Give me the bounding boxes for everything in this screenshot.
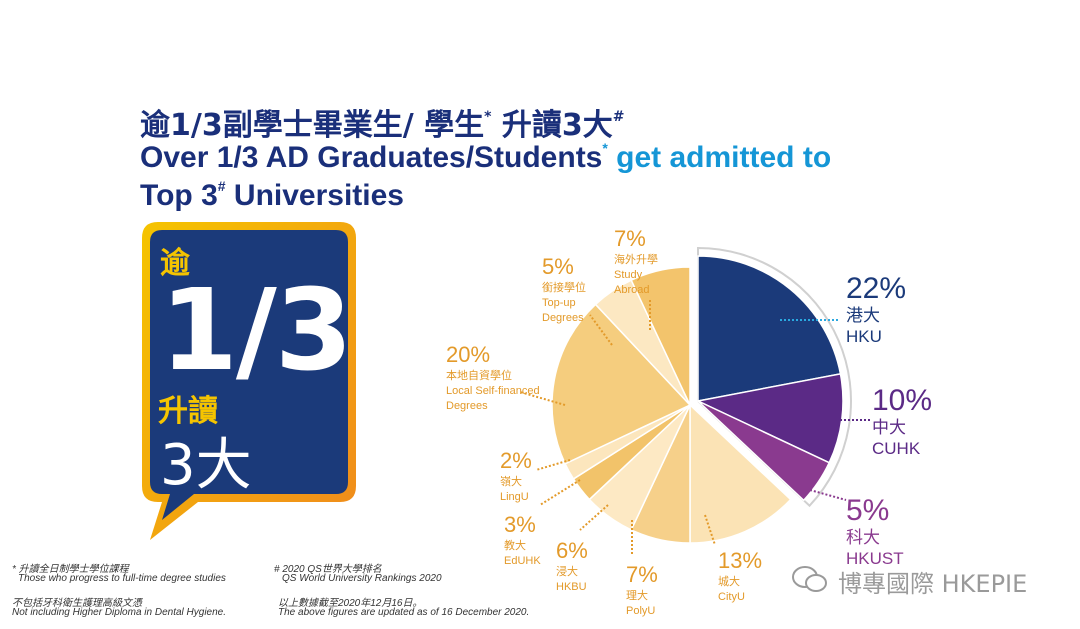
pie-slice-local-self-financed <box>551 303 692 465</box>
slice-label-zh: 浸大 <box>556 564 578 578</box>
watermark-text: 博專國際 HKEPIE <box>838 570 1028 598</box>
slice-label-en: HKBU <box>556 581 587 593</box>
slice-label-en: CUHK <box>872 439 921 458</box>
slice-percent: 3% <box>504 512 536 537</box>
slice-label-lingu: 2%嶺大 LingU <box>500 448 571 503</box>
leader-line <box>704 514 716 546</box>
note-1-zh: * 升讀全日制學士學位課程 <box>12 564 129 575</box>
slice-label-zh: 中大 <box>872 418 906 438</box>
note-4-en: The above figures are updated as of 16 D… <box>278 607 530 618</box>
slice-label-en: Degrees <box>446 400 488 412</box>
leader-line <box>539 479 581 506</box>
slice-label-zh: 嶺大 <box>500 474 522 488</box>
slice-label-hkbu: 6%浸大 HKBU <box>556 504 609 593</box>
note-2-zh: # 2020 QS世界大學排名 <box>274 564 382 575</box>
title-chinese: 逾1/3副學士畢業生/ 學生* 升讀3大# <box>140 108 625 143</box>
slice-percent: 6% <box>556 538 588 563</box>
slice-percent: 10% <box>872 384 932 417</box>
slice-label-en: Abroad <box>614 284 649 296</box>
bubble-fraction: 1/3 <box>160 266 353 396</box>
slice-label-polyu: 7%理大 PolyU <box>626 520 658 617</box>
leader-line <box>579 504 609 531</box>
slice-label-zh: 科大 <box>846 528 880 548</box>
wechat-icon <box>792 566 827 592</box>
slice-percent: 5% <box>542 254 574 279</box>
slice-label-en: Study <box>614 269 643 281</box>
slice-percent: 2% <box>500 448 532 473</box>
title-english-line2: Top 3# Universities <box>140 178 404 212</box>
slice-percent: 22% <box>846 272 906 305</box>
slice-label-top-up: 5%銜接學位 Top-up Degrees <box>542 254 613 346</box>
slice-label-zh: 教大 <box>504 538 526 552</box>
title-english-line1: Over 1/3 AD Graduates/Students* get admi… <box>140 140 832 174</box>
slice-label-en: HKUST <box>846 549 904 568</box>
pie-slice-hkust <box>697 400 831 502</box>
slice-label-study: 7%海外升學 Study Abroad <box>614 226 658 330</box>
note-1-en: Those who progress to full-time degree s… <box>18 573 226 584</box>
slice-label-zh: 理大 <box>626 588 648 602</box>
pie-slice-hku <box>697 255 842 402</box>
slice-percent: 20% <box>446 342 490 367</box>
slice-percent: 13% <box>718 548 762 573</box>
slice-label-eduhk: 3%教大 EdUHK <box>504 479 581 567</box>
slice-label-zh: 港大 <box>846 306 880 326</box>
slice-label-zh: 海外升學 <box>614 252 658 266</box>
note-3-en: Not including Higher Diploma in Dental H… <box>12 607 226 618</box>
slice-label-zh: 城大 <box>718 574 740 588</box>
bubble-line-1: 逾 <box>160 246 190 281</box>
slice-label-en: Top-up <box>542 297 576 309</box>
slice-label-en: HKU <box>846 327 882 346</box>
note-3-zh: 不包括牙科衛生護理高級文憑 <box>12 598 142 609</box>
note-4-zh: 以上數據截至2020年12月16日。 <box>278 598 423 609</box>
pie-slice-cityu <box>689 403 792 544</box>
slice-label-en: Degrees <box>542 312 584 324</box>
slice-label-en: CityU <box>718 591 745 603</box>
slice-label-zh: 本地自資學位 <box>446 368 512 382</box>
slice-percent: 7% <box>614 226 646 251</box>
slice-label-en: Local Self-financed <box>446 385 540 397</box>
slice-label-en: EdUHK <box>504 555 541 567</box>
bubble-line-4: 3大 <box>160 433 252 498</box>
note-2-en: QS World University Rankings 2020 <box>282 573 442 584</box>
bubble-line-3: 升讀 <box>158 394 218 429</box>
slice-label-en: LingU <box>500 491 529 503</box>
slice-label-en: PolyU <box>626 605 655 617</box>
leader-line <box>535 459 571 471</box>
slice-label-local-self-financed: 20%本地自資學位 Local Self-financed Degrees <box>446 342 566 412</box>
slice-label-zh: 銜接學位 <box>542 280 586 294</box>
slice-percent: 5% <box>846 494 889 527</box>
pie-slice-study <box>630 266 691 406</box>
slice-percent: 7% <box>626 562 658 587</box>
slice-label-cityu: 13%城大 CityU <box>704 514 762 603</box>
